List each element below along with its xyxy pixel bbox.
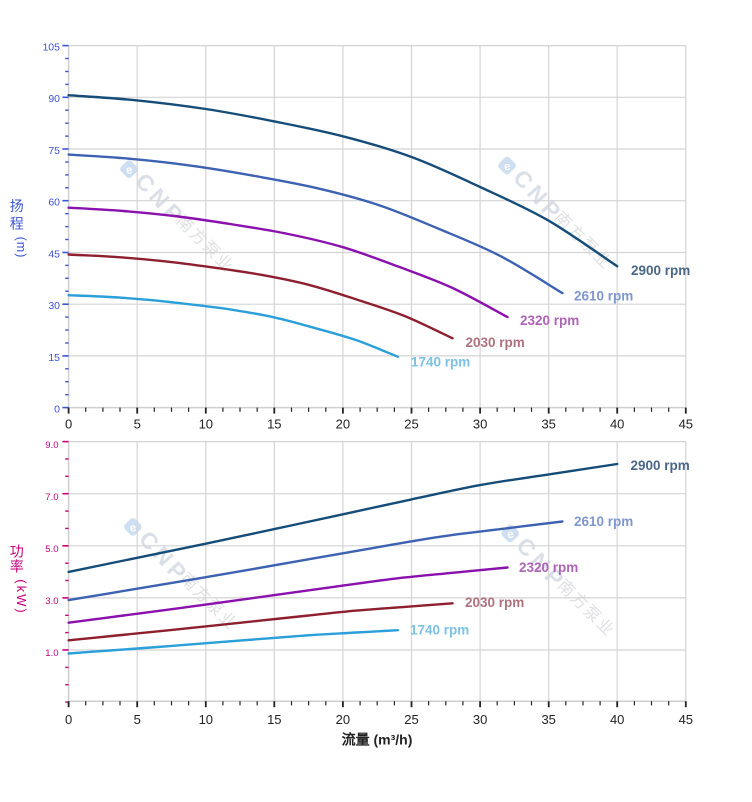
svg-text:5.0: 5.0 xyxy=(45,544,58,555)
svg-text:90: 90 xyxy=(48,93,60,105)
svg-text:15: 15 xyxy=(48,352,60,364)
svg-text:率: 率 xyxy=(10,559,24,575)
svg-text:0: 0 xyxy=(54,404,60,416)
svg-text:30: 30 xyxy=(473,712,487,727)
svg-text:30: 30 xyxy=(473,417,487,432)
svg-text:(kW): (kW) xyxy=(14,579,29,614)
svg-text:扬: 扬 xyxy=(10,198,24,214)
svg-text:60: 60 xyxy=(48,197,60,209)
svg-text:2610 rpm: 2610 rpm xyxy=(574,514,633,529)
svg-text:e: e xyxy=(506,528,514,541)
svg-text:45: 45 xyxy=(679,417,693,432)
svg-text:功: 功 xyxy=(10,544,24,560)
svg-text:2900 rpm: 2900 rpm xyxy=(631,263,690,278)
svg-text:e: e xyxy=(129,522,137,535)
svg-text:40: 40 xyxy=(610,417,624,432)
svg-text:45: 45 xyxy=(48,248,60,260)
svg-text:10: 10 xyxy=(199,417,213,432)
svg-text:20: 20 xyxy=(336,712,350,727)
svg-text:45: 45 xyxy=(679,712,693,727)
svg-text:30: 30 xyxy=(48,300,60,312)
svg-text:2030 rpm: 2030 rpm xyxy=(466,335,525,350)
svg-text:25: 25 xyxy=(404,712,418,727)
svg-text:e: e xyxy=(125,164,133,177)
svg-text:程: 程 xyxy=(10,216,24,232)
svg-text:7.0: 7.0 xyxy=(45,492,58,503)
svg-text:1.0: 1.0 xyxy=(45,648,58,659)
svg-text:1740 rpm: 1740 rpm xyxy=(411,355,470,370)
svg-text:0: 0 xyxy=(65,712,72,727)
svg-text:35: 35 xyxy=(541,417,555,432)
svg-text:15: 15 xyxy=(267,712,281,727)
svg-text:1740 rpm: 1740 rpm xyxy=(410,623,469,638)
svg-text:105: 105 xyxy=(42,42,60,54)
svg-text:40: 40 xyxy=(610,712,624,727)
svg-text:0: 0 xyxy=(65,417,72,432)
svg-text:15: 15 xyxy=(267,417,281,432)
svg-text:2320 rpm: 2320 rpm xyxy=(519,560,578,575)
svg-text:2610 rpm: 2610 rpm xyxy=(574,289,633,304)
svg-text:e: e xyxy=(503,161,511,174)
svg-text:5: 5 xyxy=(134,712,141,727)
svg-text:75: 75 xyxy=(48,145,60,157)
svg-text:(m): (m) xyxy=(14,237,28,259)
svg-text:5: 5 xyxy=(134,417,141,432)
svg-text:3.0: 3.0 xyxy=(45,596,58,607)
svg-text:35: 35 xyxy=(541,712,555,727)
svg-text:2320 rpm: 2320 rpm xyxy=(520,313,579,328)
svg-text:2900 rpm: 2900 rpm xyxy=(631,458,690,473)
svg-text:9.0: 9.0 xyxy=(45,440,58,451)
svg-text:10: 10 xyxy=(199,712,213,727)
svg-text:流量 (m³/h): 流量 (m³/h) xyxy=(342,732,413,748)
svg-text:2030 rpm: 2030 rpm xyxy=(465,595,524,610)
svg-text:25: 25 xyxy=(404,417,418,432)
svg-text:20: 20 xyxy=(336,417,350,432)
